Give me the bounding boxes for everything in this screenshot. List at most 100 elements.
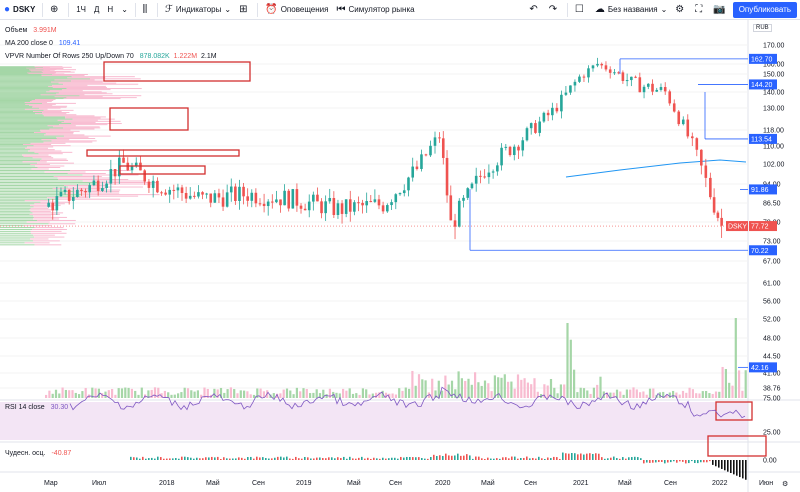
gear-icon[interactable]: ⚙ — [782, 480, 788, 488]
volume-profile-down-bar — [52, 74, 88, 75]
volume-bar — [586, 390, 589, 398]
volume-bar — [384, 392, 388, 398]
candle-body — [517, 146, 520, 151]
ao-bar — [637, 457, 639, 460]
candle-body — [295, 189, 299, 206]
publish-button[interactable]: Опубликовать — [732, 1, 798, 18]
symbol-search[interactable]: ● DSKY — [0, 0, 39, 20]
snapshot-button[interactable]: 📷 — [709, 0, 732, 20]
volume-profile-up-bar — [0, 186, 69, 188]
price-axis-tick-label: 44.50 — [763, 354, 781, 361]
volume-profile-down-bar — [33, 215, 52, 217]
ao-bar — [598, 453, 600, 460]
volume-bar — [262, 391, 265, 398]
volume-bar — [243, 390, 246, 398]
time-axis-label: Май — [618, 479, 632, 487]
volume-profile-down-bar — [44, 134, 85, 136]
volume-profile-up-bar — [0, 210, 31, 212]
candle-body — [324, 201, 327, 214]
volume-profile-up-bar — [0, 139, 42, 141]
volume-bar — [424, 380, 427, 398]
replay-button[interactable]: ⏮ Симулятор рынка — [332, 0, 418, 20]
volume-profile-up-bar — [0, 105, 33, 107]
rsi-legend-label[interactable]: RSI 14 close — [5, 404, 45, 411]
candle-body — [591, 65, 595, 69]
ao-bar — [382, 457, 384, 460]
volume-bar — [246, 391, 249, 398]
templates-button[interactable]: ⊞ — [235, 0, 254, 20]
interval-week-button[interactable]: Н — [107, 5, 114, 14]
volume-profile-down-bar — [26, 67, 50, 69]
volume-profile-up-bar — [0, 66, 35, 68]
legend-vpvr-label[interactable]: VPVR Number Of Rows 250 Up/Down 70 — [5, 53, 134, 60]
currency-selector[interactable]: RUB — [753, 24, 772, 32]
volume-bar — [190, 390, 193, 398]
volume-profile-up-bar — [0, 230, 31, 232]
volume-profile-up-bar — [0, 71, 43, 73]
layout-name-button[interactable]: ☁ Без названия ⌄ — [591, 0, 671, 20]
candle-body — [143, 170, 147, 182]
volume-bar — [705, 390, 708, 398]
legend-volume-label[interactable]: Объем — [5, 27, 28, 34]
ao-bar — [322, 458, 324, 460]
compare-button[interactable]: ⊕ — [46, 0, 65, 20]
ao-bar — [553, 456, 555, 460]
volume-profile-up-bar — [0, 227, 35, 229]
redo-button[interactable]: ↷ — [545, 0, 564, 20]
ao-bar — [517, 458, 519, 460]
volume-profile-down-bar — [42, 66, 72, 68]
volume-profile-up-bar — [0, 104, 30, 106]
fullscreen-button[interactable]: ⛶ — [691, 0, 709, 20]
ao-bar — [220, 458, 222, 460]
legend-ma-label[interactable]: MA 200 close 0 — [5, 40, 53, 47]
candle-body — [373, 199, 377, 202]
candle-body — [229, 186, 233, 193]
volume-profile-down-bar — [33, 216, 67, 218]
volume-bar — [431, 378, 434, 398]
candle-body — [441, 138, 445, 158]
candle-body — [508, 146, 512, 156]
volume-profile-down-bar — [65, 192, 120, 194]
volume-profile-up-bar — [0, 218, 34, 220]
settings-button[interactable]: ⚙ — [671, 0, 691, 20]
indicators-button[interactable]: ℱ Индикаторы ⌄ — [161, 0, 235, 20]
volume-bar — [708, 393, 711, 398]
alerts-button[interactable]: ⏰ Оповещения — [261, 0, 332, 20]
volume-profile-down-bar — [67, 173, 106, 174]
price-axis-tick-label: 48.00 — [763, 336, 781, 343]
layout-select-button[interactable]: ☐ — [571, 0, 591, 20]
candle-body — [151, 180, 155, 188]
volume-bar — [177, 393, 180, 398]
chart-type-button[interactable]: ⫼ — [139, 0, 155, 20]
candle-body — [88, 185, 91, 193]
volume-profile-down-bar — [24, 242, 50, 244]
volume-profile-up-bar — [0, 76, 72, 78]
ao-legend-label[interactable]: Чудесн. осц. — [5, 450, 46, 457]
volume-profile-up-bar — [0, 123, 72, 125]
interval-dropdown[interactable]: ⌄ — [117, 0, 132, 20]
interval-hour-button[interactable]: 1Ч — [76, 5, 86, 14]
ao-bar — [610, 457, 612, 460]
volume-profile-up-bar — [0, 84, 53, 86]
volume-profile-up-bar — [0, 114, 43, 116]
ao-bar — [181, 456, 183, 460]
volume-profile-up-bar — [0, 97, 67, 99]
undo-button[interactable]: ↶ — [525, 0, 544, 20]
interval-day-button[interactable]: Д — [93, 5, 100, 14]
candle-body — [681, 119, 685, 125]
ao-bar — [364, 458, 366, 460]
volume-profile-up-bar — [0, 115, 44, 117]
ao-bar — [262, 457, 264, 460]
chart-canvas[interactable]: 170.00 160.00 150.00 140.00 130.00 118.00 110.… — [0, 20, 800, 492]
volume-profile-up-bar — [0, 94, 41, 96]
price-axis-tick-label: 130.00 — [763, 106, 785, 113]
volume-bar — [559, 384, 562, 398]
volume-bar — [78, 394, 81, 398]
volume-profile-up-bar — [0, 85, 49, 87]
volume-profile-up-bar — [0, 173, 68, 174]
volume-profile-down-bar — [36, 219, 76, 221]
volume-bar — [134, 390, 137, 398]
ao-bar — [340, 458, 342, 460]
volume-bar — [681, 390, 685, 398]
ao-bar — [565, 453, 567, 460]
